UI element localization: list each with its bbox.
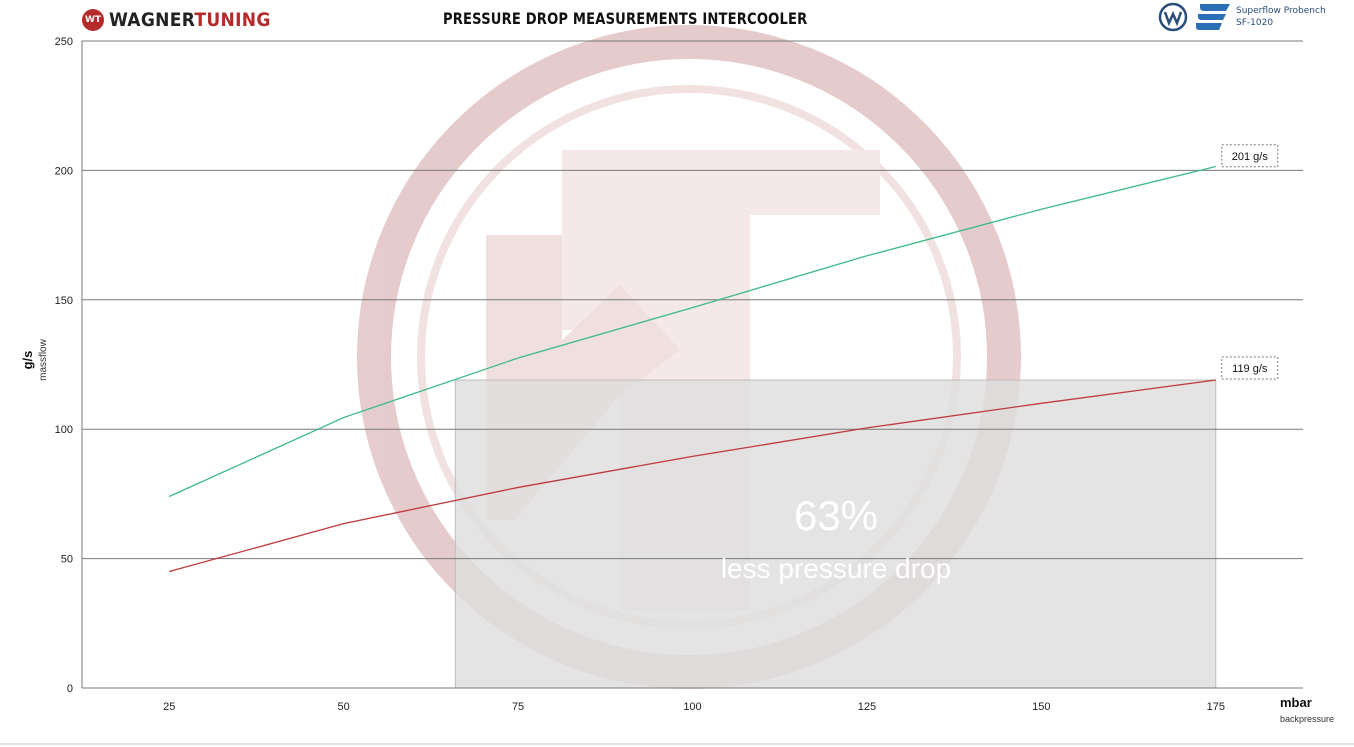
y-tick-label: 150: [55, 295, 73, 307]
brand-badge-icon: WT: [82, 9, 104, 31]
y-tick-label: 200: [55, 165, 73, 177]
brand-name-primary: WAGNER: [109, 9, 195, 31]
highlight-percent: 63%: [794, 492, 878, 539]
y-tick-label: 250: [55, 36, 73, 48]
brand-name-accent: TUNING: [194, 9, 271, 31]
x-tick-label: 75: [512, 701, 524, 713]
x-tick-label: 100: [683, 701, 701, 713]
data-label: 201 g/s: [1221, 144, 1279, 168]
x-tick-label: 125: [858, 701, 876, 713]
x-tick-label: 150: [1032, 701, 1050, 713]
y-axis-sublabel: massflow: [38, 338, 49, 380]
x-tick-label: 50: [338, 701, 350, 713]
bench-label: Superflow Probench SF-1020: [1236, 5, 1326, 29]
y-tick-label: 100: [55, 424, 73, 436]
y-tick-label: 50: [61, 554, 73, 566]
highlight-area: [454, 379, 1217, 689]
data-label-box: [1221, 356, 1279, 380]
x-tick-label: 25: [163, 701, 175, 713]
data-label-text: 201 g/s: [1232, 151, 1269, 163]
y-tick-label: 0: [67, 683, 73, 695]
superflow-logo-icon: [1196, 4, 1230, 30]
bottom-divider: [0, 743, 1354, 745]
test-bench-badge: Superflow Probench SF-1020: [1158, 2, 1326, 32]
x-axis-sublabel: backpressure: [1280, 714, 1334, 724]
data-label-text: 119 g/s: [1232, 363, 1268, 375]
series-line-red: [169, 379, 1216, 573]
y-axis-label: g/s: [20, 351, 35, 370]
data-label: 119 g/s: [1221, 356, 1279, 380]
chart-title: PRESSURE DROP MEASUREMENTS INTERCOOLER: [443, 9, 808, 28]
wt-bench-logo-icon: [1158, 2, 1188, 32]
brand-logo: WT WAGNERTUNING: [82, 8, 271, 32]
bench-model: SF-1020: [1236, 18, 1274, 28]
data-label-box: [1221, 144, 1279, 168]
highlight-label: less pressure drop: [721, 553, 951, 584]
bench-name: Superflow Probench: [1236, 6, 1326, 16]
x-tick-label: 175: [1207, 701, 1225, 713]
series-line-green: [168, 165, 1216, 498]
brand-wordmark: WAGNERTUNING: [109, 9, 271, 31]
x-axis-label: mbar: [1280, 695, 1312, 710]
